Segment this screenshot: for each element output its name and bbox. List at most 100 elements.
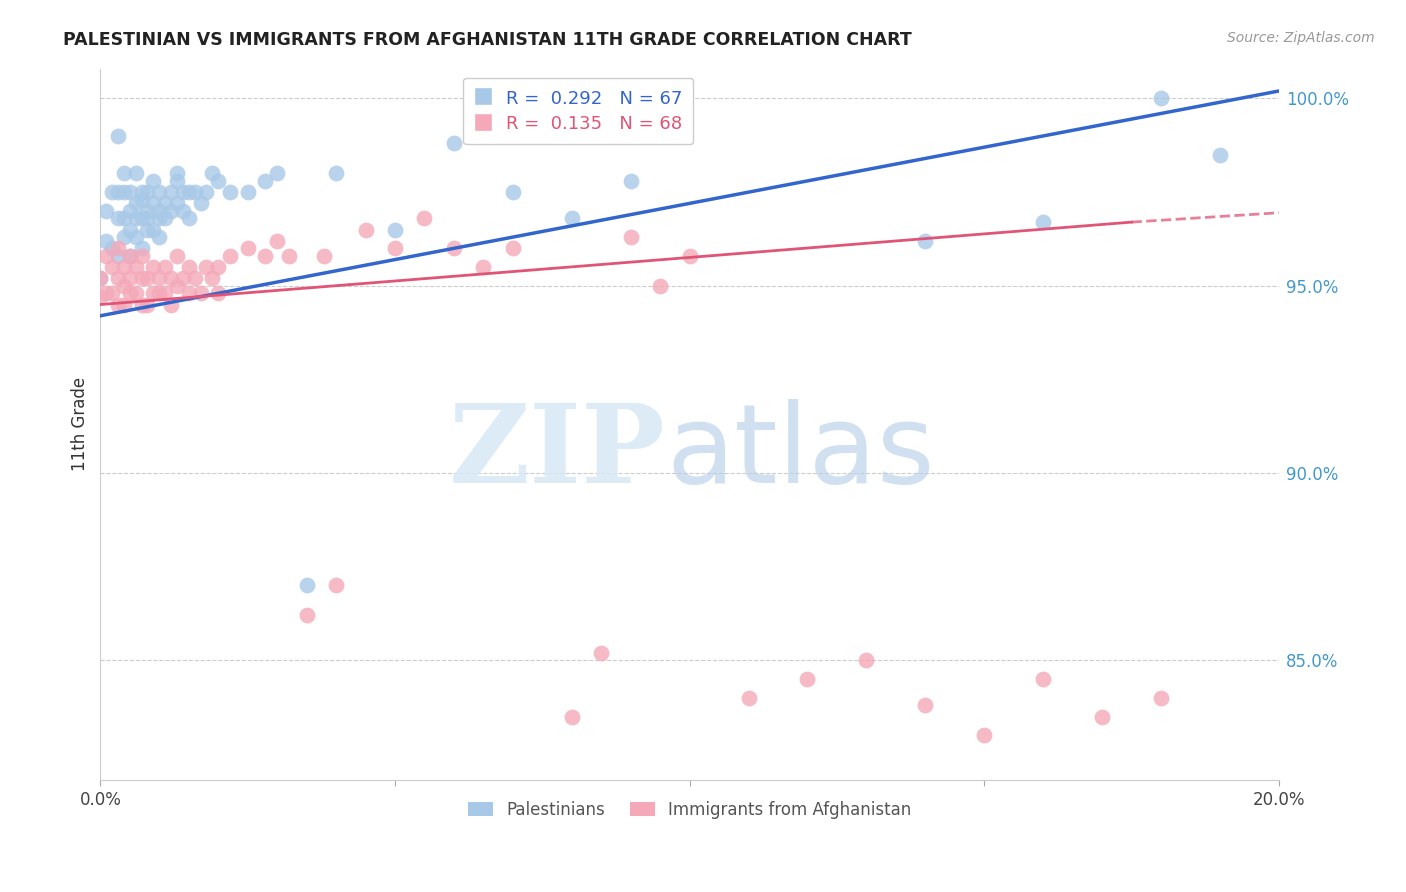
Point	[107, 211, 129, 226]
Point	[1032, 215, 1054, 229]
Point	[796, 672, 818, 686]
Point	[219, 185, 242, 199]
Point	[131, 297, 153, 311]
Legend: Palestinians, Immigrants from Afghanistan: Palestinians, Immigrants from Afghanista…	[461, 794, 918, 825]
Point	[443, 136, 465, 151]
Point	[125, 230, 148, 244]
Point	[160, 185, 183, 199]
Point	[125, 211, 148, 226]
Point	[737, 690, 759, 705]
Point	[148, 230, 170, 244]
Point	[142, 174, 165, 188]
Point	[118, 222, 141, 236]
Point	[142, 260, 165, 274]
Point	[112, 166, 135, 180]
Point	[148, 271, 170, 285]
Point	[160, 297, 183, 311]
Point	[183, 271, 205, 285]
Point	[172, 203, 194, 218]
Point	[107, 185, 129, 199]
Point	[855, 653, 877, 667]
Point	[112, 260, 135, 274]
Point	[107, 249, 129, 263]
Point	[160, 271, 183, 285]
Point	[118, 286, 141, 301]
Point	[107, 128, 129, 143]
Point	[472, 260, 495, 274]
Point	[236, 241, 259, 255]
Point	[131, 271, 153, 285]
Point	[125, 260, 148, 274]
Point	[136, 203, 159, 218]
Point	[142, 196, 165, 211]
Text: PALESTINIAN VS IMMIGRANTS FROM AFGHANISTAN 11TH GRADE CORRELATION CHART: PALESTINIAN VS IMMIGRANTS FROM AFGHANIST…	[63, 31, 912, 49]
Text: Source: ZipAtlas.com: Source: ZipAtlas.com	[1227, 31, 1375, 45]
Point	[443, 241, 465, 255]
Point	[153, 211, 176, 226]
Point	[254, 174, 277, 188]
Point	[136, 185, 159, 199]
Point	[153, 196, 176, 211]
Point	[166, 249, 188, 263]
Point	[177, 211, 200, 226]
Point	[190, 196, 212, 211]
Point	[325, 578, 347, 592]
Point	[177, 260, 200, 274]
Point	[148, 211, 170, 226]
Point	[89, 271, 111, 285]
Point	[177, 286, 200, 301]
Y-axis label: 11th Grade: 11th Grade	[72, 377, 89, 472]
Point	[125, 286, 148, 301]
Point	[1091, 709, 1114, 723]
Point	[112, 211, 135, 226]
Point	[166, 278, 188, 293]
Point	[148, 203, 170, 218]
Point	[1209, 147, 1232, 161]
Point	[190, 286, 212, 301]
Point	[914, 698, 936, 713]
Point	[502, 185, 524, 199]
Point	[89, 290, 111, 304]
Point	[678, 249, 700, 263]
Point	[177, 185, 200, 199]
Point	[96, 234, 118, 248]
Text: atlas: atlas	[666, 400, 935, 507]
Point	[413, 211, 436, 226]
Point	[112, 278, 135, 293]
Point	[325, 166, 347, 180]
Point	[112, 185, 135, 199]
Point	[266, 166, 288, 180]
Point	[131, 241, 153, 255]
Point	[131, 211, 153, 226]
Point	[107, 241, 129, 255]
Point	[384, 241, 406, 255]
Point	[136, 297, 159, 311]
Point	[166, 196, 188, 211]
Point	[295, 578, 318, 592]
Point	[153, 286, 176, 301]
Point	[153, 260, 176, 274]
Point	[136, 271, 159, 285]
Point	[96, 203, 118, 218]
Point	[973, 728, 995, 742]
Point	[1150, 91, 1173, 105]
Point	[314, 249, 336, 263]
Point	[236, 185, 259, 199]
Point	[118, 185, 141, 199]
Point	[195, 260, 218, 274]
Point	[125, 166, 148, 180]
Point	[172, 185, 194, 199]
Point	[107, 297, 129, 311]
Point	[118, 249, 141, 263]
Point	[112, 230, 135, 244]
Point	[125, 196, 148, 211]
Point	[254, 249, 277, 263]
Point	[89, 271, 111, 285]
Point	[166, 166, 188, 180]
Point	[166, 174, 188, 188]
Point	[131, 249, 153, 263]
Point	[219, 249, 242, 263]
Point	[207, 286, 229, 301]
Point	[160, 203, 183, 218]
Point	[207, 174, 229, 188]
